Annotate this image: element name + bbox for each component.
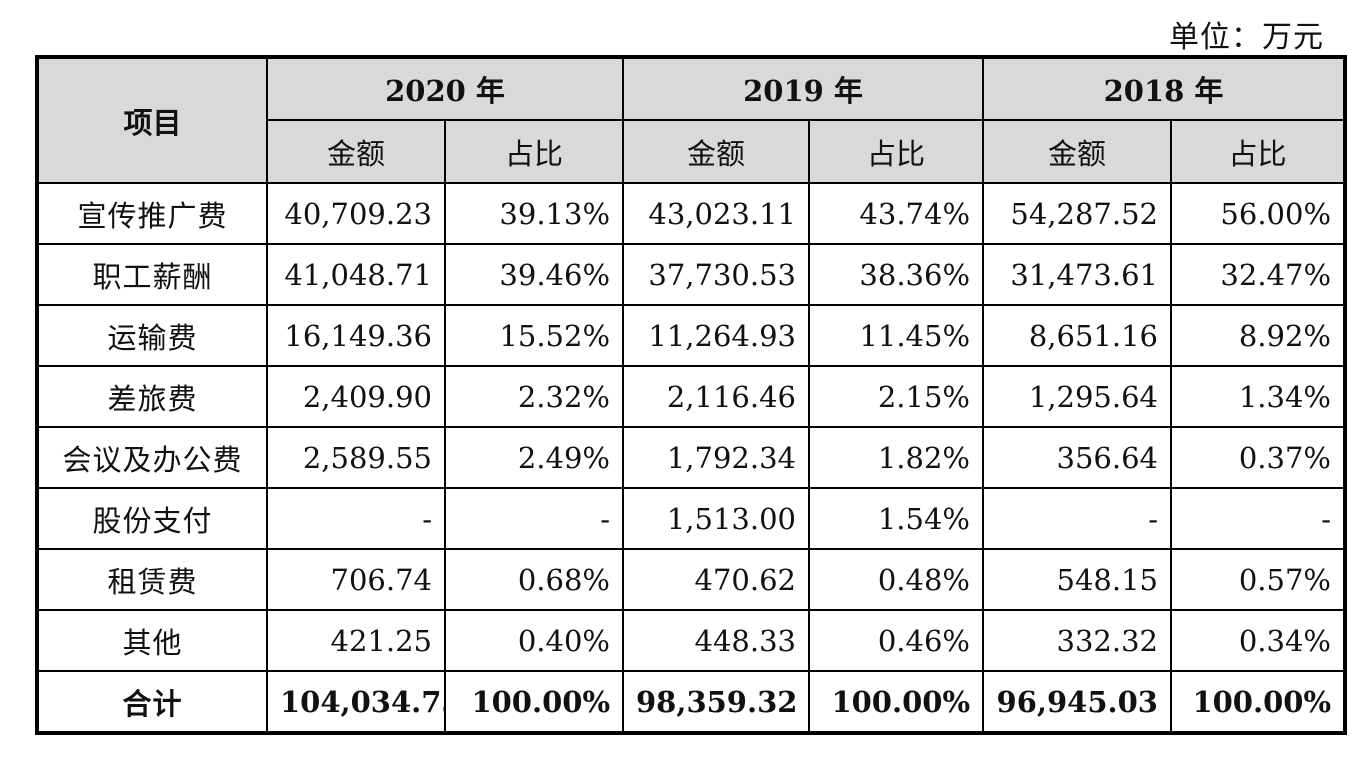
unit-label: 单位：万元 [1169,20,1324,55]
ratio-header: 占比 [808,119,984,184]
amount-cell: 356.64 [982,426,1172,489]
amount-cell: 8,651.16 [982,304,1172,367]
ratio-cell: - [1170,487,1346,550]
row-label: 差旅费 [36,365,268,428]
amount-header: 金额 [266,119,446,184]
table-row: 职工薪酬 41,048.71 39.46% 37,730.53 38.36% 3… [36,243,1346,306]
ratio-cell: 0.57% [1170,548,1346,611]
ratio-cell: 32.47% [1170,243,1346,306]
ratio-cell: 0.40% [444,609,624,672]
ratio-cell: 0.48% [808,548,984,611]
amount-cell: 37,730.53 [622,243,810,306]
row-label: 会议及办公费 [36,426,268,489]
ratio-header: 占比 [444,119,624,184]
amount-cell: - [982,487,1172,550]
ratio-cell: 1.54% [808,487,984,550]
ratio-cell: - [444,487,624,550]
amount-cell: 1,792.34 [622,426,810,489]
ratio-cell: 0.68% [444,548,624,611]
row-label: 职工薪酬 [36,243,268,306]
amount-cell: 2,116.46 [622,365,810,428]
amount-cell: 43,023.11 [622,182,810,245]
ratio-cell: 0.46% [808,609,984,672]
table-row: 租赁费 706.74 0.68% 470.62 0.48% 548.15 0.5… [36,548,1346,611]
row-label: 股份支付 [36,487,268,550]
amount-header: 金额 [982,119,1172,184]
amount-cell: 448.33 [622,609,810,672]
ratio-cell: 15.52% [444,304,624,367]
amount-cell: 548.15 [982,548,1172,611]
amount-header: 金额 [622,119,810,184]
total-row: 合计 104,034.73 100.00% 98,359.32 100.00% … [36,670,1346,734]
ratio-cell: 11.45% [808,304,984,367]
table-row: 会议及办公费 2,589.55 2.49% 1,792.34 1.82% 356… [36,426,1346,489]
amount-cell: 470.62 [622,548,810,611]
ratio-cell: 8.92% [1170,304,1346,367]
table-row: 差旅费 2,409.90 2.32% 2,116.46 2.15% 1,295.… [36,365,1346,428]
amount-cell: 706.74 [266,548,446,611]
ratio-cell: 39.46% [444,243,624,306]
year-header-2018: 2018 年 [982,56,1346,121]
ratio-cell: 2.15% [808,365,984,428]
amount-cell: 11,264.93 [622,304,810,367]
amount-cell: 332.32 [982,609,1172,672]
ratio-cell: 38.36% [808,243,984,306]
ratio-cell: 39.13% [444,182,624,245]
amount-cell: 16,149.36 [266,304,446,367]
item-column-header: 项目 [36,56,268,184]
table-row: 股份支付 - - 1,513.00 1.54% - - [36,487,1346,550]
total-label: 合计 [36,670,268,734]
ratio-cell: 0.34% [1170,609,1346,672]
ratio-header: 占比 [1170,119,1346,184]
amount-cell: 1,295.64 [982,365,1172,428]
amount-cell: 2,409.90 [266,365,446,428]
row-label: 运输费 [36,304,268,367]
ratio-cell: 0.37% [1170,426,1346,489]
total-ratio-cell: 100.00% [444,670,624,734]
row-label: 宣传推广费 [36,182,268,245]
table-body: 宣传推广费 40,709.23 39.13% 43,023.11 43.74% … [36,182,1346,734]
year-header-2019: 2019 年 [622,56,984,121]
amount-cell: 1,513.00 [622,487,810,550]
total-amount-cell: 96,945.03 [982,670,1172,734]
total-amount-cell: 104,034.73 [266,670,446,734]
ratio-cell: 1.82% [808,426,984,489]
amount-cell: 421.25 [266,609,446,672]
amount-cell: 40,709.23 [266,182,446,245]
table-row: 宣传推广费 40,709.23 39.13% 43,023.11 43.74% … [36,182,1346,245]
expense-table: 项目 2020 年 2019 年 2018 年 金额 占比 金额 占比 金额 占… [35,55,1347,735]
row-label: 租赁费 [36,548,268,611]
ratio-cell: 43.74% [808,182,984,245]
amount-cell: - [266,487,446,550]
amount-cell: 2,589.55 [266,426,446,489]
ratio-cell: 2.32% [444,365,624,428]
total-ratio-cell: 100.00% [808,670,984,734]
table-row: 运输费 16,149.36 15.52% 11,264.93 11.45% 8,… [36,304,1346,367]
ratio-cell: 1.34% [1170,365,1346,428]
total-amount-cell: 98,359.32 [622,670,810,734]
ratio-cell: 56.00% [1170,182,1346,245]
table-header: 项目 2020 年 2019 年 2018 年 金额 占比 金额 占比 金额 占… [36,56,1346,184]
table-row: 其他 421.25 0.40% 448.33 0.46% 332.32 0.34… [36,609,1346,672]
year-header-2020: 2020 年 [266,56,624,121]
total-ratio-cell: 100.00% [1170,670,1346,734]
amount-cell: 31,473.61 [982,243,1172,306]
row-label: 其他 [36,609,268,672]
ratio-cell: 2.49% [444,426,624,489]
amount-cell: 54,287.52 [982,182,1172,245]
amount-cell: 41,048.71 [266,243,446,306]
